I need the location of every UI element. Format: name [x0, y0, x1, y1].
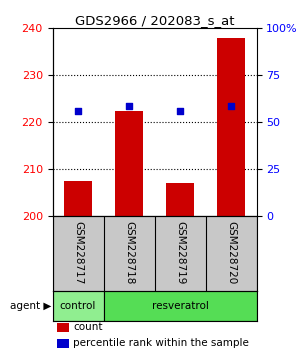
- Text: GSM228720: GSM228720: [226, 221, 236, 284]
- Text: percentile rank within the sample: percentile rank within the sample: [73, 338, 249, 348]
- Bar: [217, 38, 245, 216]
- Text: GSM228719: GSM228719: [175, 221, 185, 284]
- Bar: [52, 291, 104, 321]
- Bar: [64, 181, 92, 216]
- Bar: [166, 183, 194, 216]
- Point: [229, 103, 233, 109]
- Bar: [115, 110, 143, 216]
- Text: GSM228717: GSM228717: [73, 221, 83, 284]
- Text: control: control: [60, 301, 96, 311]
- Point: [178, 109, 182, 114]
- Point: [127, 103, 131, 109]
- Text: count: count: [73, 322, 102, 332]
- Text: GSM228718: GSM228718: [124, 221, 134, 284]
- Text: resveratrol: resveratrol: [152, 301, 208, 311]
- Bar: [57, 323, 69, 332]
- Bar: [57, 339, 69, 348]
- Text: agent ▶: agent ▶: [10, 301, 52, 311]
- Title: GDS2966 / 202083_s_at: GDS2966 / 202083_s_at: [75, 14, 234, 27]
- Point: [76, 109, 80, 114]
- Bar: [103, 291, 256, 321]
